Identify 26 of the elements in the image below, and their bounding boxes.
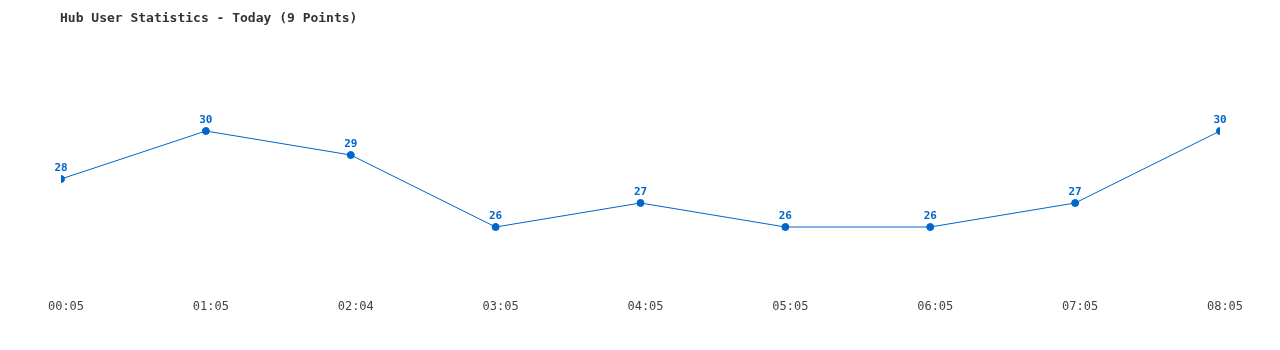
data-label: 26 [778, 209, 793, 222]
x-tick-label: 03:05 [482, 298, 519, 313]
point [636, 199, 645, 207]
point [781, 223, 790, 231]
data-label: 30 [199, 113, 213, 126]
data-label: 30 [1213, 113, 1227, 126]
x-tick-label: 02:04 [337, 298, 374, 313]
data-label: 26 [923, 209, 938, 222]
point [926, 223, 935, 231]
chart-title: Hub User Statistics - Today (9 Points) [60, 10, 358, 25]
x-tick-label: 08:05 [1206, 298, 1244, 313]
data-label: 29 [344, 137, 358, 150]
point [346, 151, 355, 159]
point [491, 223, 500, 231]
x-tick-label: 05:05 [772, 298, 809, 313]
x-tick-label: 06:05 [917, 298, 954, 313]
x-tick-label: 01:05 [192, 298, 229, 313]
data-label: 28 [54, 161, 68, 174]
x-tick-label: 04:05 [627, 298, 664, 313]
data-label: 27 [633, 185, 648, 198]
x-tick-label: 00:05 [47, 298, 85, 313]
point [201, 127, 210, 135]
data-label: 26 [489, 209, 503, 222]
x-tick-label: 07:05 [1062, 298, 1099, 313]
point [1071, 199, 1080, 207]
data-label: 27 [1068, 185, 1082, 198]
